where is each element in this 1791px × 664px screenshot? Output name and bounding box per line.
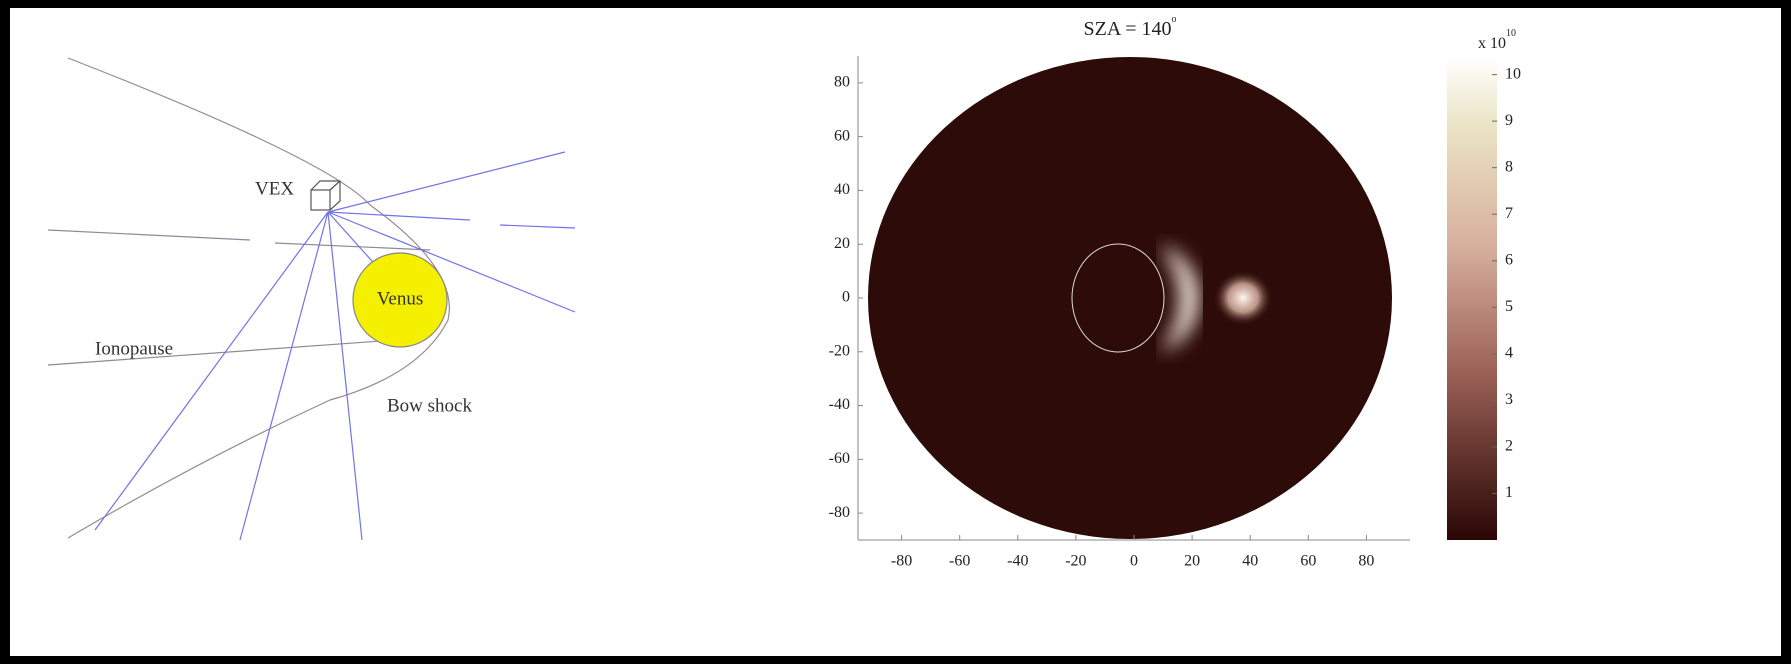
colorbar: [1447, 56, 1497, 540]
x-tick-label: 60: [1300, 553, 1316, 570]
chart-title: SZA = 140o: [1084, 14, 1177, 39]
y-tick-label: 20: [834, 235, 850, 252]
x-tick-label: -40: [1007, 553, 1028, 570]
y-tick-label: 40: [834, 181, 850, 198]
title-text: SZA = 140: [1084, 18, 1172, 40]
colorbar-tick-label: 4: [1505, 345, 1513, 362]
x-tick-label: 80: [1358, 553, 1374, 570]
y-tick-label: -40: [829, 396, 850, 413]
bow-shock-label: Bow shock: [387, 395, 472, 416]
planet-outline: [1072, 244, 1164, 352]
colorbar-tick-label: 1: [1505, 484, 1513, 501]
colorbar-tick-label: 8: [1505, 158, 1513, 175]
colorbar-tick-label: 2: [1505, 438, 1513, 455]
title-superscript: o: [1171, 14, 1176, 25]
colorbar-tick-label: 9: [1505, 112, 1513, 129]
colorbar-tick-label: 3: [1505, 391, 1513, 408]
y-tick-label: -80: [829, 504, 850, 521]
y-tick-label: -60: [829, 450, 850, 467]
y-tick-label: -20: [829, 342, 850, 359]
x-tick-label: 40: [1242, 553, 1258, 570]
y-tick-label: 60: [834, 127, 850, 144]
y-tick-label: 0: [842, 289, 850, 306]
x-tick-label: -60: [949, 553, 970, 570]
ionopause-label: Ionopause: [95, 338, 173, 359]
x-tick-label: 0: [1130, 553, 1138, 570]
y-tick-label: 80: [834, 74, 850, 91]
scale-label: x 10: [1478, 35, 1506, 52]
colorbar-tick-label: 7: [1505, 205, 1513, 222]
x-tick-label: -20: [1065, 553, 1086, 570]
colorbar-tick-label: 5: [1505, 298, 1513, 315]
colorbar-tick-label: 6: [1505, 251, 1513, 268]
emission-image: [868, 57, 1392, 539]
spacecraft-label: VEX: [255, 178, 294, 199]
bright-spot: [1213, 270, 1273, 326]
x-tick-label: -80: [891, 553, 912, 570]
figure: VEX Venus Ionopause Bow shock SZA = 140o…: [0, 0, 1791, 664]
colorbar-tick-label: 10: [1505, 65, 1521, 82]
scale-exponent: 10: [1506, 28, 1516, 39]
x-tick-label: 20: [1184, 553, 1200, 570]
planet-label: Venus: [377, 288, 423, 309]
